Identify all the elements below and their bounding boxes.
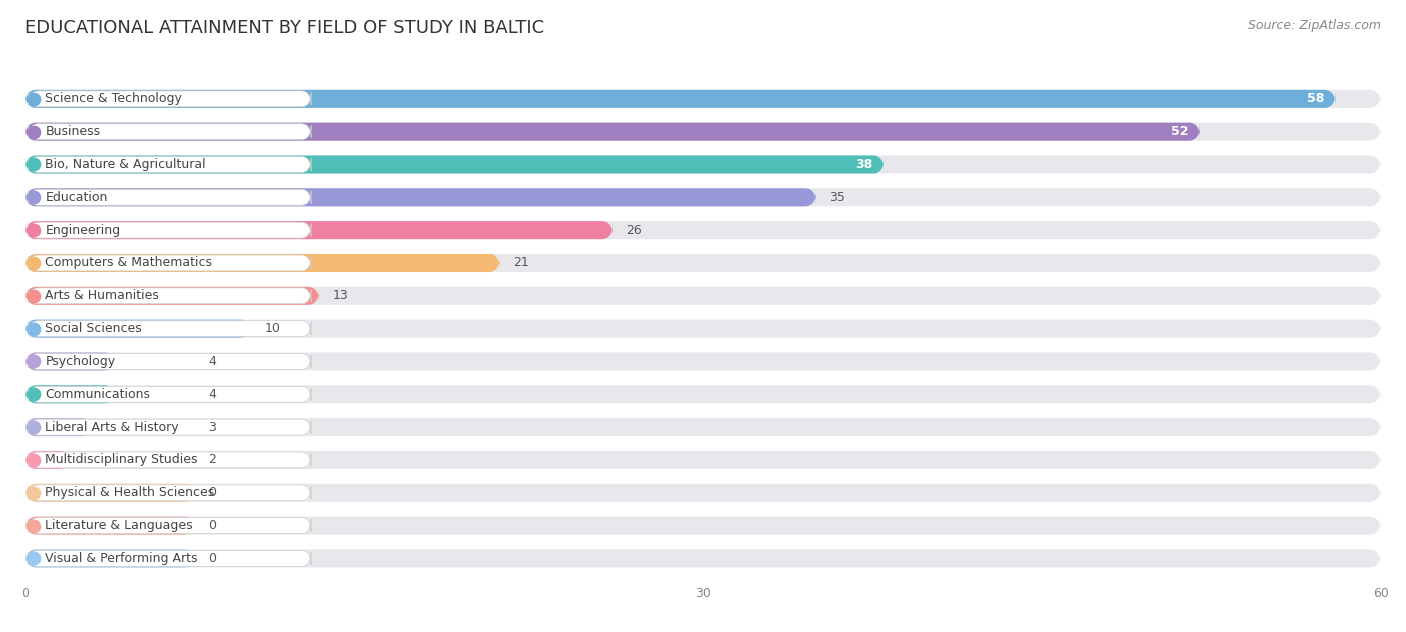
FancyBboxPatch shape xyxy=(25,516,194,535)
Text: Engineering: Engineering xyxy=(45,224,121,236)
FancyBboxPatch shape xyxy=(25,451,70,469)
FancyBboxPatch shape xyxy=(25,254,1381,272)
Text: 3: 3 xyxy=(208,421,217,434)
Text: 26: 26 xyxy=(626,224,643,236)
FancyBboxPatch shape xyxy=(28,288,311,304)
Text: 4: 4 xyxy=(208,388,217,401)
FancyBboxPatch shape xyxy=(25,451,1381,469)
FancyBboxPatch shape xyxy=(25,123,1381,141)
FancyBboxPatch shape xyxy=(28,320,311,337)
FancyBboxPatch shape xyxy=(25,188,1381,206)
Text: Liberal Arts & History: Liberal Arts & History xyxy=(45,421,179,434)
Text: Psychology: Psychology xyxy=(45,355,115,368)
FancyBboxPatch shape xyxy=(28,452,311,468)
FancyBboxPatch shape xyxy=(25,418,93,436)
Text: 13: 13 xyxy=(333,289,349,302)
Text: 2: 2 xyxy=(208,454,217,466)
Text: Arts & Humanities: Arts & Humanities xyxy=(45,289,159,302)
FancyBboxPatch shape xyxy=(25,155,884,174)
FancyBboxPatch shape xyxy=(25,353,1381,370)
Text: Science & Technology: Science & Technology xyxy=(45,92,183,106)
FancyBboxPatch shape xyxy=(28,485,311,501)
Text: Physical & Health Sciences: Physical & Health Sciences xyxy=(45,486,215,499)
FancyBboxPatch shape xyxy=(28,190,311,205)
Text: Literature & Languages: Literature & Languages xyxy=(45,519,193,532)
FancyBboxPatch shape xyxy=(25,483,1381,502)
FancyBboxPatch shape xyxy=(25,221,613,239)
FancyBboxPatch shape xyxy=(25,90,1381,108)
Text: Education: Education xyxy=(45,191,108,204)
FancyBboxPatch shape xyxy=(28,124,311,140)
FancyBboxPatch shape xyxy=(25,353,115,370)
FancyBboxPatch shape xyxy=(28,419,311,435)
FancyBboxPatch shape xyxy=(25,549,1381,568)
Text: Social Sciences: Social Sciences xyxy=(45,322,142,335)
FancyBboxPatch shape xyxy=(25,90,1336,108)
Text: 0: 0 xyxy=(208,519,217,532)
FancyBboxPatch shape xyxy=(28,518,311,533)
Text: 52: 52 xyxy=(1171,125,1188,138)
Text: 10: 10 xyxy=(264,322,281,335)
FancyBboxPatch shape xyxy=(25,188,815,206)
FancyBboxPatch shape xyxy=(25,418,1381,436)
Text: 38: 38 xyxy=(855,158,872,171)
FancyBboxPatch shape xyxy=(25,221,1381,239)
Text: Source: ZipAtlas.com: Source: ZipAtlas.com xyxy=(1247,19,1381,32)
FancyBboxPatch shape xyxy=(25,254,499,272)
FancyBboxPatch shape xyxy=(25,287,1381,305)
Text: Bio, Nature & Agricultural: Bio, Nature & Agricultural xyxy=(45,158,207,171)
FancyBboxPatch shape xyxy=(25,516,1381,535)
Text: Multidisciplinary Studies: Multidisciplinary Studies xyxy=(45,454,198,466)
Text: 21: 21 xyxy=(513,257,529,269)
FancyBboxPatch shape xyxy=(25,386,1381,403)
FancyBboxPatch shape xyxy=(28,222,311,238)
FancyBboxPatch shape xyxy=(28,91,311,107)
FancyBboxPatch shape xyxy=(25,386,115,403)
FancyBboxPatch shape xyxy=(25,123,1199,141)
Text: 35: 35 xyxy=(830,191,845,204)
Text: EDUCATIONAL ATTAINMENT BY FIELD OF STUDY IN BALTIC: EDUCATIONAL ATTAINMENT BY FIELD OF STUDY… xyxy=(25,19,544,37)
FancyBboxPatch shape xyxy=(28,386,311,402)
FancyBboxPatch shape xyxy=(28,255,311,271)
FancyBboxPatch shape xyxy=(28,157,311,173)
Text: 0: 0 xyxy=(208,552,217,565)
FancyBboxPatch shape xyxy=(25,549,194,568)
FancyBboxPatch shape xyxy=(25,483,194,502)
FancyBboxPatch shape xyxy=(25,287,319,305)
FancyBboxPatch shape xyxy=(28,353,311,370)
FancyBboxPatch shape xyxy=(25,155,1381,174)
Text: Visual & Performing Arts: Visual & Performing Arts xyxy=(45,552,198,565)
Text: Business: Business xyxy=(45,125,101,138)
FancyBboxPatch shape xyxy=(25,320,252,337)
Text: Communications: Communications xyxy=(45,388,150,401)
FancyBboxPatch shape xyxy=(28,550,311,566)
Text: 0: 0 xyxy=(208,486,217,499)
Text: 4: 4 xyxy=(208,355,217,368)
FancyBboxPatch shape xyxy=(25,320,1381,337)
Text: 58: 58 xyxy=(1306,92,1324,106)
Text: Computers & Mathematics: Computers & Mathematics xyxy=(45,257,212,269)
